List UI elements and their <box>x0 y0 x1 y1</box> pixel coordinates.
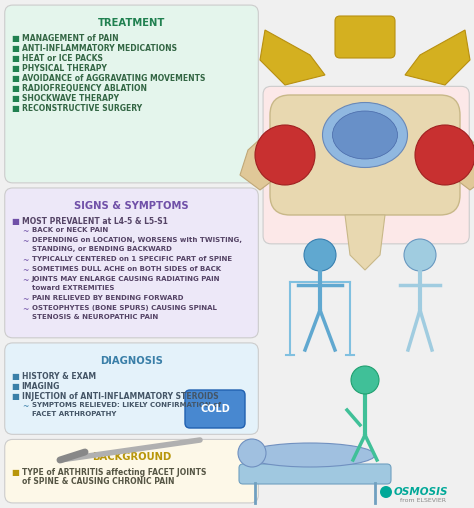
Text: MOST PREVALENT at L4-5 & L5-S1: MOST PREVALENT at L4-5 & L5-S1 <box>22 217 168 226</box>
FancyBboxPatch shape <box>5 343 258 434</box>
Text: ANTI-INFLAMMATORY MEDICATIONS: ANTI-INFLAMMATORY MEDICATIONS <box>22 44 177 53</box>
Text: SOMETIMES DULL ACHE on BOTH SIDES of BACK: SOMETIMES DULL ACHE on BOTH SIDES of BAC… <box>32 266 221 272</box>
Text: SHOCKWAVE THERAPY: SHOCKWAVE THERAPY <box>22 94 119 103</box>
Text: ~: ~ <box>22 256 28 265</box>
Text: ■: ■ <box>270 155 278 165</box>
Text: SIGNS & SYMPTOMS: SIGNS & SYMPTOMS <box>74 201 189 211</box>
Text: CAUSES: CAUSES <box>344 100 388 109</box>
Text: ■: ■ <box>12 84 19 93</box>
Text: INJECTION of ANTI-INFLAMMATORY STEROIDS: INJECTION of ANTI-INFLAMMATORY STEROIDS <box>22 392 219 401</box>
Polygon shape <box>405 30 470 85</box>
Text: ■: ■ <box>270 135 278 144</box>
Text: ~: ~ <box>22 237 28 246</box>
Text: ■: ■ <box>12 54 19 63</box>
Text: STENOSIS & NEUROPATHIC PAIN: STENOSIS & NEUROPATHIC PAIN <box>32 314 158 320</box>
Text: toward EXTREMITIES: toward EXTREMITIES <box>32 285 114 291</box>
Ellipse shape <box>322 103 408 168</box>
Ellipse shape <box>245 443 375 467</box>
Text: STANDING, or BENDING BACKWARD: STANDING, or BENDING BACKWARD <box>32 246 172 252</box>
FancyBboxPatch shape <box>263 86 469 244</box>
Text: JOINTS MAY ENLARGE CAUSING RADIATING PAIN: JOINTS MAY ENLARGE CAUSING RADIATING PAI… <box>32 276 220 282</box>
Text: POOR POSTURE: POOR POSTURE <box>280 135 348 144</box>
Text: ■: ■ <box>12 64 19 73</box>
Text: SYMPTOMS RELIEVED: LIKELY CONFIRMATION of: SYMPTOMS RELIEVED: LIKELY CONFIRMATION o… <box>32 402 221 408</box>
Ellipse shape <box>332 111 398 159</box>
Text: from ELSEVIER: from ELSEVIER <box>400 497 446 502</box>
Text: ~: ~ <box>22 402 28 411</box>
FancyBboxPatch shape <box>5 439 258 503</box>
Circle shape <box>255 125 315 185</box>
Text: TYPE of ARTHRITIS affecting FACET JOINTS: TYPE of ARTHRITIS affecting FACET JOINTS <box>22 468 206 478</box>
Text: TRAUMATIC INJURIES involving SPINE: TRAUMATIC INJURIES involving SPINE <box>280 155 441 165</box>
Text: DIAGNOSIS: DIAGNOSIS <box>100 356 163 366</box>
Text: PHYSICAL THERAPY: PHYSICAL THERAPY <box>22 64 107 73</box>
Text: REPETITIVE STRESS on JOINTS: REPETITIVE STRESS on JOINTS <box>280 125 410 134</box>
FancyBboxPatch shape <box>5 188 258 338</box>
Text: OBESITY: OBESITY <box>280 145 317 154</box>
Text: RECONSTRUCTIVE SURGERY: RECONSTRUCTIVE SURGERY <box>22 104 142 113</box>
Text: BACKGROUND: BACKGROUND <box>92 453 171 462</box>
Text: BACK or NECK PAIN: BACK or NECK PAIN <box>32 227 108 233</box>
Text: FACET ARTHROPATHY: FACET ARTHROPATHY <box>32 411 116 417</box>
Text: OSTEOPHYTES (BONE SPURS) CAUSING SPINAL: OSTEOPHYTES (BONE SPURS) CAUSING SPINAL <box>32 305 217 311</box>
Text: OSMOSIS: OSMOSIS <box>394 487 448 497</box>
Text: PAIN RELIEVED BY BENDING FORWARD: PAIN RELIEVED BY BENDING FORWARD <box>32 295 183 301</box>
Polygon shape <box>450 130 474 190</box>
Text: HISTORY & EXAM: HISTORY & EXAM <box>22 372 96 381</box>
Text: ■: ■ <box>270 175 278 184</box>
Text: ~: ~ <box>22 266 28 275</box>
Polygon shape <box>345 215 385 270</box>
Text: TYPICALLY CENTERED on 1 SPECIFIC PART of SPINE: TYPICALLY CENTERED on 1 SPECIFIC PART of… <box>32 256 232 262</box>
FancyBboxPatch shape <box>270 95 460 215</box>
Text: ■: ■ <box>12 34 19 43</box>
Text: ~: ~ <box>22 305 28 314</box>
Text: ■: ■ <box>12 392 19 401</box>
Circle shape <box>304 239 336 271</box>
Text: ■: ■ <box>270 145 278 154</box>
Text: ■: ■ <box>12 372 19 381</box>
Text: ~: ~ <box>22 295 28 304</box>
Text: ■: ■ <box>270 115 278 124</box>
FancyBboxPatch shape <box>5 5 258 183</box>
Text: ■: ■ <box>12 94 19 103</box>
Text: ■: ■ <box>12 468 19 478</box>
Text: SYNOVIAL CYSTS: SYNOVIAL CYSTS <box>280 166 353 174</box>
Circle shape <box>415 125 474 185</box>
Text: ■: ■ <box>12 74 19 83</box>
Circle shape <box>238 439 266 467</box>
Circle shape <box>351 366 379 394</box>
FancyBboxPatch shape <box>335 16 395 58</box>
Text: ■: ■ <box>270 166 278 174</box>
Text: RADIOFREQUENCY ABLATION: RADIOFREQUENCY ABLATION <box>22 84 147 93</box>
Text: IMAGING: IMAGING <box>22 382 60 391</box>
Text: ■: ■ <box>12 382 19 391</box>
Text: COLD: COLD <box>200 404 230 414</box>
Text: TREATMENT: TREATMENT <box>98 18 165 28</box>
Polygon shape <box>260 30 325 85</box>
Polygon shape <box>240 130 280 190</box>
Text: AGING: AGING <box>280 115 308 124</box>
FancyBboxPatch shape <box>239 464 391 484</box>
FancyBboxPatch shape <box>185 390 245 428</box>
Text: ■: ■ <box>12 44 19 53</box>
Circle shape <box>380 486 392 498</box>
Text: DEPENDING on LOCATION, WORSENS with TWISTING,: DEPENDING on LOCATION, WORSENS with TWIS… <box>32 237 242 243</box>
Text: ~: ~ <box>22 227 28 236</box>
Text: AVOIDANCE of AGGRAVATING MOVEMENTS: AVOIDANCE of AGGRAVATING MOVEMENTS <box>22 74 205 83</box>
Circle shape <box>404 239 436 271</box>
Text: ~: ~ <box>22 276 28 285</box>
Text: ■: ■ <box>12 217 19 226</box>
Text: of SPINE & CAUSING CHRONIC PAIN: of SPINE & CAUSING CHRONIC PAIN <box>22 478 174 487</box>
Text: ■: ■ <box>270 125 278 134</box>
Text: HEAT or ICE PACKS: HEAT or ICE PACKS <box>22 54 102 63</box>
Text: ■: ■ <box>12 104 19 113</box>
Text: MANAGEMENT of PAIN: MANAGEMENT of PAIN <box>22 34 119 43</box>
Text: OSTEOARTHRITIS: OSTEOARTHRITIS <box>280 175 355 184</box>
